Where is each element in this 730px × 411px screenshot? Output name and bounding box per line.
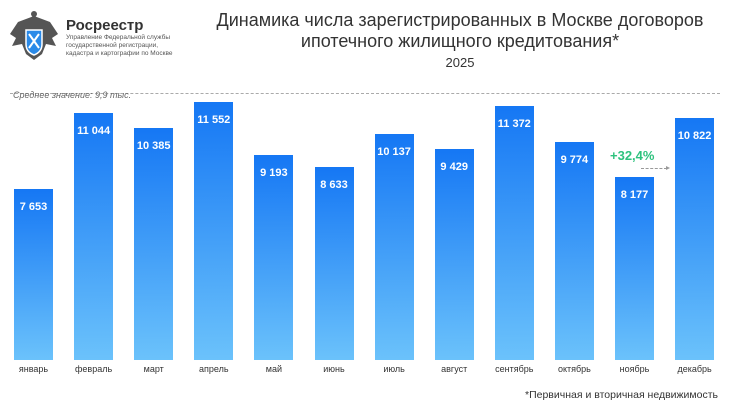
brand-name: Росреестр [66,17,144,34]
bar [675,118,715,360]
data-label: 9 429 [440,161,468,174]
rosreestr-emblem-icon [10,11,58,60]
category-label: сентябрь [495,364,534,374]
data-label: 7 653 [19,201,48,214]
brand-subtitle: Управление Федеральной службы государств… [66,34,173,57]
category-label: апрель [199,364,229,374]
chart-subtitle: 2025 [445,55,475,70]
category-label: июнь [323,364,345,374]
bar [434,149,474,360]
category-label: февраль [75,364,113,374]
chart-title: Динамика числа зарегистрированных в Моск… [216,10,704,51]
data-label: 8 177 [620,189,649,202]
footnote: *Первичная и вторичная недвижимость [525,389,718,401]
data-label: 11 044 [77,125,111,138]
data-label: 11 552 [197,114,231,126]
bar [314,167,354,360]
data-label: 10 137 [377,145,411,158]
bar [554,141,594,360]
growth-annotation: +32,4% [610,148,655,163]
bar [494,106,534,360]
category-label: март [143,364,164,374]
bar [254,154,294,360]
data-label: 8 633 [320,179,348,192]
data-label: 9 193 [260,166,288,179]
bar [14,189,53,360]
category-label: октябрь [557,364,591,374]
category-label: январь [18,364,49,374]
average-label: Среднее значение: 9,9 тыс. [13,90,132,100]
data-label: 10 385 [136,140,171,153]
bar [74,113,114,360]
data-label: 9 774 [560,153,589,166]
bar [134,128,174,360]
data-label: 10 822 [677,130,712,143]
bar [194,102,234,360]
data-label: 11 372 [497,118,531,131]
average-line [10,93,720,94]
category-label: май [265,364,282,374]
category-label: декабрь [677,364,712,374]
bar [615,177,654,360]
category-label: август [441,364,468,374]
category-label: июль [383,364,405,374]
arrow-icon [641,166,670,170]
bar [374,133,414,360]
category-label: ноябрь [619,364,650,374]
